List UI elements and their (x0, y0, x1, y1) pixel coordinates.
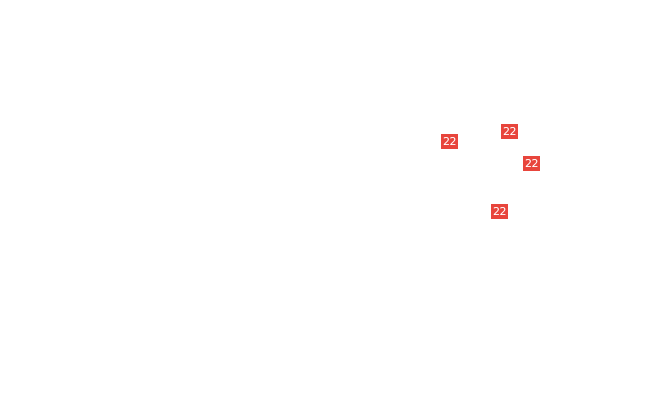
marker-badge[interactable]: 22 (491, 204, 508, 219)
marker-badge[interactable]: 22 (523, 156, 540, 171)
marker-badge[interactable]: 22 (501, 124, 518, 139)
marker-badge[interactable]: 22 (441, 134, 458, 149)
